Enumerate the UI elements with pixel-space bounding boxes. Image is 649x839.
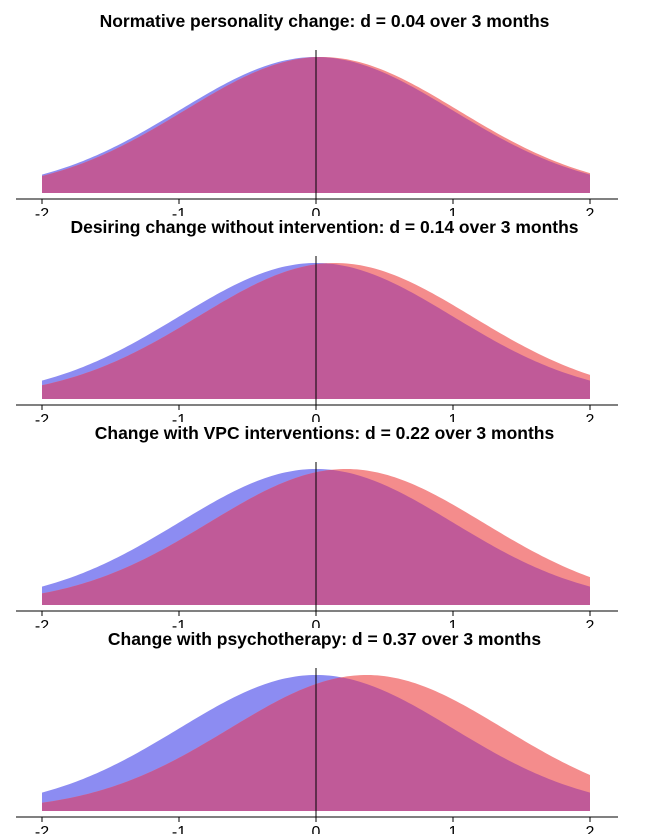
chart-svg: -2 -1 0 1 2	[16, 256, 618, 422]
chart-panel-psychotherapy: -2 -1 0 1 2 Change with psychotherapy: d = 0…	[0, 628, 649, 834]
x-tick-label: -2	[35, 824, 49, 834]
x-tick-label: -1	[172, 206, 186, 216]
chart-panel-normative: -2 -1 0 1 2 Normative personality change: d …	[0, 10, 649, 216]
x-tick-label: 0	[312, 618, 321, 628]
chart-svg: -2 -1 0 1 2	[16, 668, 618, 834]
x-tick-label: -1	[172, 412, 186, 422]
x-tick-label: -2	[35, 412, 49, 422]
x-tick-label: 1	[449, 412, 458, 422]
chart-title: Change with psychotherapy: d = 0.37 over…	[107, 629, 542, 649]
chart-title: Desiring change without intervention: d …	[70, 217, 579, 237]
chart-title: Normative personality change: d = 0.04 o…	[99, 11, 550, 31]
x-tick-label: -1	[172, 824, 186, 834]
chart-panel-vpc-interventions: -2 -1 0 1 2 Change with VPC interventions: d…	[0, 422, 649, 628]
x-tick-label: 0	[312, 824, 321, 834]
chart-svg: -2 -1 0 1 2	[16, 50, 618, 216]
x-tick-label: -2	[35, 618, 49, 628]
x-tick-label: 2	[586, 206, 595, 216]
x-tick-label: 2	[586, 824, 595, 834]
x-tick-label: 2	[586, 618, 595, 628]
chart-svg: -2 -1 0 1 2	[16, 462, 618, 628]
x-tick-label: 1	[449, 618, 458, 628]
x-tick-label: -2	[35, 206, 49, 216]
x-tick-label: 1	[449, 824, 458, 834]
x-tick-label: 1	[449, 206, 458, 216]
x-tick-label: 0	[312, 206, 321, 216]
chart-title: Change with VPC interventions: d = 0.22 …	[94, 423, 555, 443]
x-tick-label: -1	[172, 618, 186, 628]
x-tick-label: 2	[586, 412, 595, 422]
x-tick-label: 0	[312, 412, 321, 422]
chart-panel-desiring-change: -2 -1 0 1 2 Desiring change without interven…	[0, 216, 649, 422]
